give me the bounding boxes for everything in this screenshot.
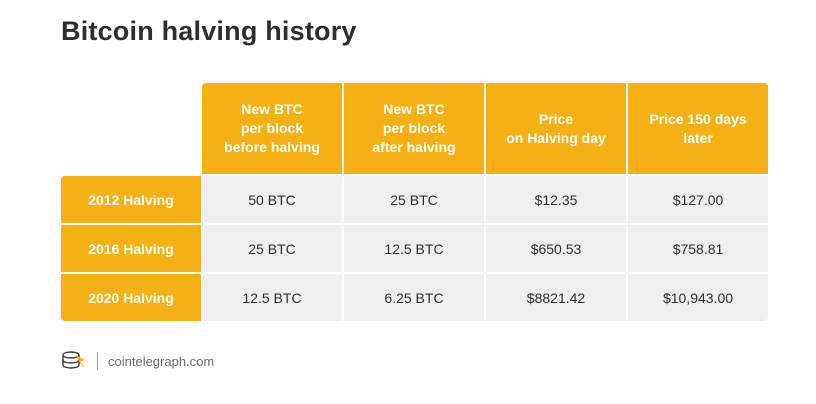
table-cell: 6.25 BTC [344,274,484,321]
table-cell: 25 BTC [202,225,342,272]
table-cell: $10,943.00 [628,274,768,321]
table-cell: 50 BTC [202,176,342,223]
row-label-2012: 2012 Halving [61,176,201,223]
table-cell: $12.35 [486,176,626,223]
footer-divider [97,352,98,370]
table-cell: 25 BTC [344,176,484,223]
table-cell: $8821.42 [486,274,626,321]
table-cell: 12.5 BTC [202,274,342,321]
page-title: Bitcoin halving history [61,16,357,46]
footer: cointelegraph.com [61,350,214,372]
row-label-2020: 2020 Halving [61,274,201,321]
cointelegraph-logo-icon [61,350,87,372]
column-header-after-halving: New BTC per block after halving [344,83,484,174]
halving-table: New BTC per block before halving New BTC… [61,83,768,321]
row-label-2016: 2016 Halving [61,225,201,272]
source-link[interactable]: cointelegraph.com [108,353,215,369]
column-header-before-halving: New BTC per block before halving [202,83,342,174]
table-cell: $127.00 [628,176,768,223]
table-cell: 12.5 BTC [344,225,484,272]
column-header-price-halving-day: Price on Halving day [486,83,626,174]
table-cell: $758.81 [628,225,768,272]
column-header-price-150-days: Price 150 days later [628,83,768,174]
table-cell: $650.53 [486,225,626,272]
